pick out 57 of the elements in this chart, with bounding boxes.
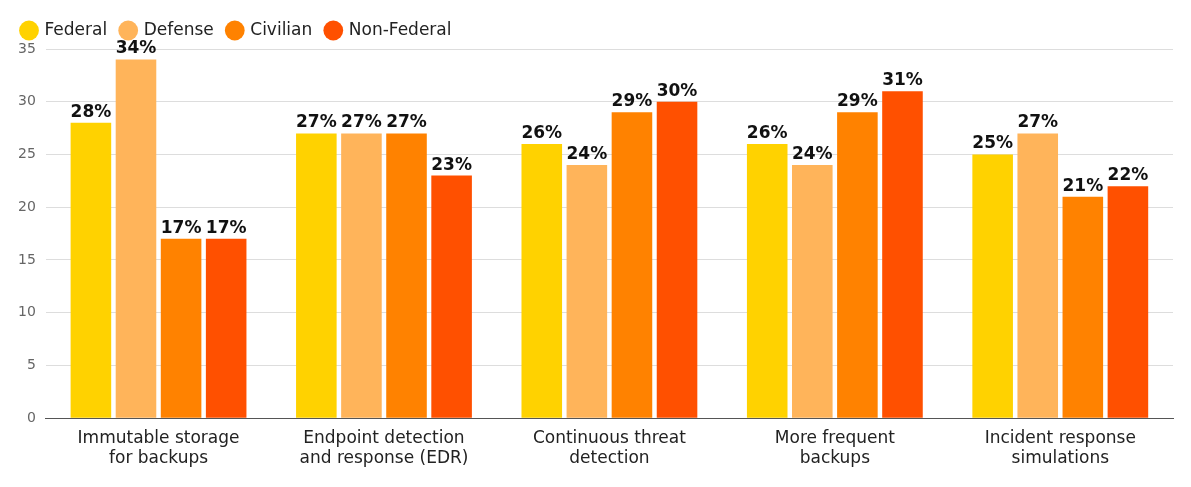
y-tick-label: 0 <box>26 408 36 425</box>
bar <box>656 101 698 418</box>
bar <box>160 238 202 418</box>
data-label: 29% <box>611 90 653 111</box>
bar <box>566 165 608 418</box>
bar <box>882 91 923 418</box>
bar <box>431 175 472 418</box>
x-tick-label: Incident response simulations <box>984 426 1136 468</box>
x-tick-label: Continuous threat detection <box>532 426 687 468</box>
bar <box>1017 133 1059 418</box>
data-label: 26% <box>746 121 788 142</box>
data-label: 24% <box>791 142 833 163</box>
legend-label: Non-Federal <box>348 18 452 39</box>
bar <box>521 143 563 418</box>
data-label: 17% <box>205 216 247 237</box>
legend-label: Civilian <box>250 18 313 39</box>
y-tick-label: 25 <box>17 145 36 162</box>
data-label: 29% <box>837 90 878 111</box>
data-label: 26% <box>521 121 563 142</box>
y-tick-label: 35 <box>17 39 36 56</box>
data-label: 30% <box>656 79 698 100</box>
y-tick-label: 5 <box>26 356 36 373</box>
data-label: 34% <box>115 37 157 58</box>
x-tick-label: Immutable storage for backups <box>77 426 240 468</box>
data-label: 27% <box>386 111 427 132</box>
x-tick-label: Endpoint detection and response (EDR) <box>299 426 469 468</box>
data-label: 22% <box>1107 164 1149 185</box>
data-label: 25% <box>972 132 1013 153</box>
data-label: 27% <box>341 111 382 132</box>
bar <box>611 112 653 418</box>
data-label: 17% <box>160 216 202 237</box>
bar <box>746 143 788 418</box>
bar <box>792 165 833 418</box>
data-label: 27% <box>1017 111 1059 132</box>
y-tick-label: 10 <box>17 303 36 320</box>
data-label: 27% <box>295 111 337 132</box>
x-tick-label: More frequent backups <box>774 426 896 468</box>
data-label: 21% <box>1062 174 1104 195</box>
data-label: 31% <box>882 69 923 90</box>
legend-label: Federal <box>44 18 108 39</box>
bar <box>386 133 427 418</box>
data-label: 23% <box>431 153 472 174</box>
bar <box>70 122 112 418</box>
bar <box>1107 186 1149 418</box>
bar <box>296 133 337 418</box>
bar <box>837 112 878 418</box>
bar <box>341 133 382 418</box>
bar <box>1062 196 1104 418</box>
data-label: 24% <box>566 142 608 163</box>
bar <box>972 154 1013 418</box>
bar <box>205 238 247 418</box>
y-tick-label: 15 <box>17 250 36 267</box>
data-label: 28% <box>70 100 112 121</box>
y-tick-label: 30 <box>17 92 36 109</box>
bar <box>115 59 157 418</box>
y-tick-label: 20 <box>17 197 36 214</box>
legend-label: Defense <box>143 18 214 39</box>
